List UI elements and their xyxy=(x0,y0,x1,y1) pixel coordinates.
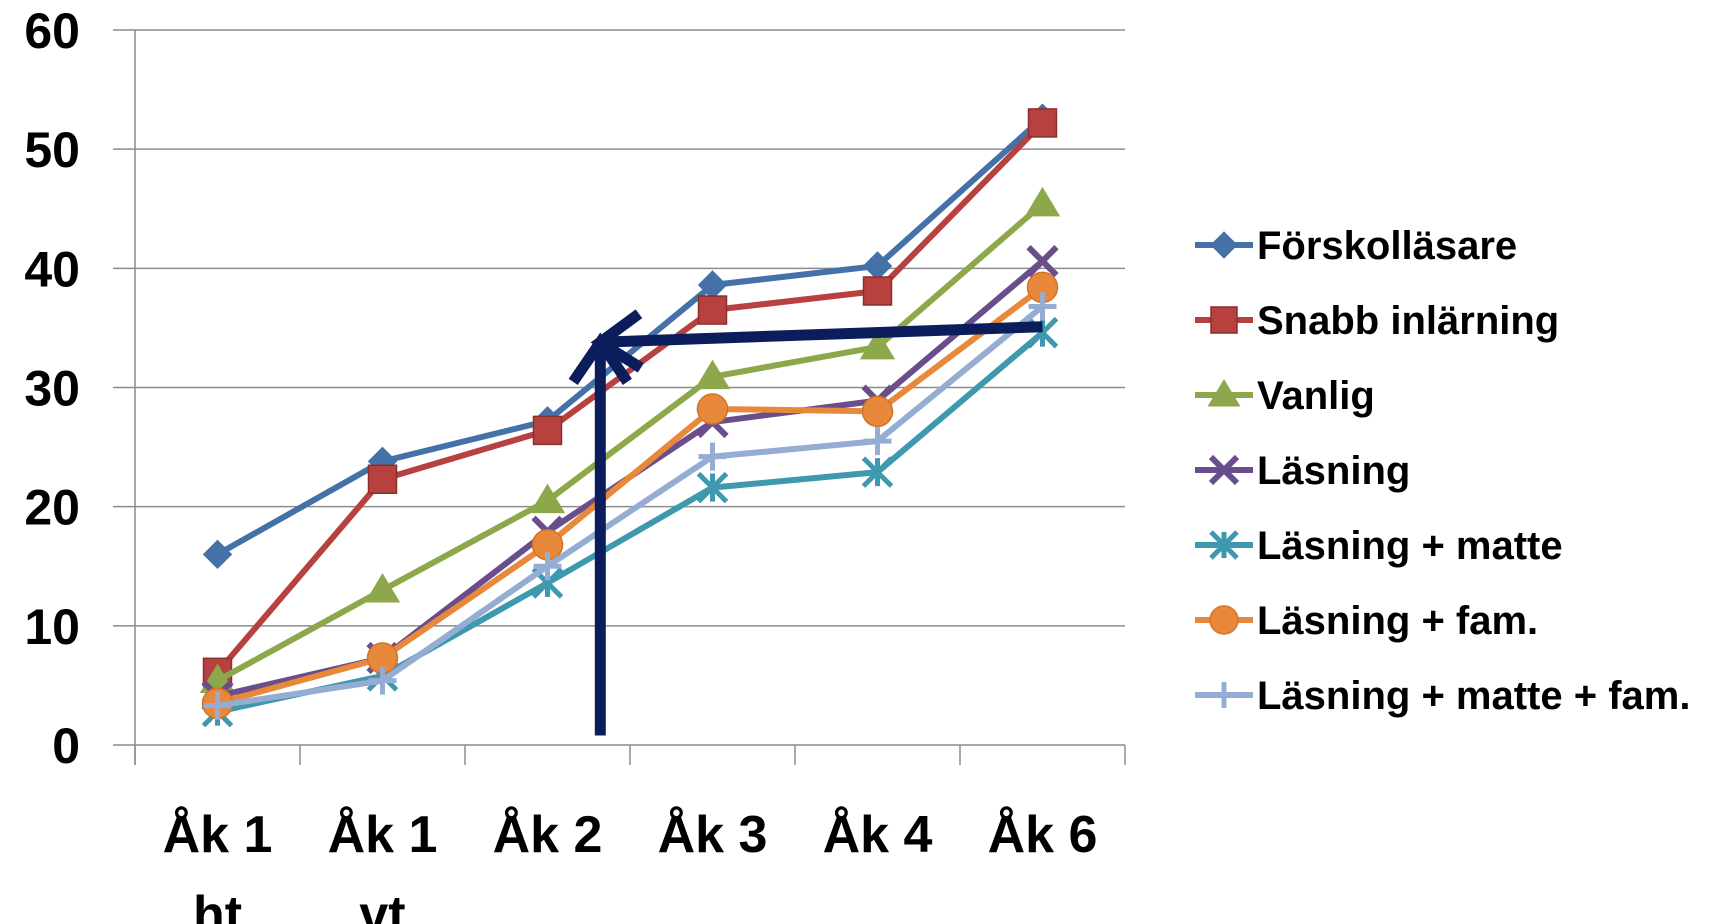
data-point xyxy=(1026,245,1059,278)
data-point xyxy=(529,483,566,514)
data-point xyxy=(863,427,892,456)
legend-entry: Läsning + fam. xyxy=(1195,599,1538,643)
legend-label: Vanlig xyxy=(1257,374,1375,418)
data-point xyxy=(1211,682,1237,708)
data-point xyxy=(861,456,894,488)
data-point xyxy=(1028,292,1057,321)
data-point xyxy=(859,329,896,360)
series-line xyxy=(216,115,1045,557)
legend-entry: Förskolläsare xyxy=(1195,224,1517,268)
x-tick-label: Åk 1 xyxy=(328,806,438,864)
x-tick-label: Åk 3 xyxy=(658,806,768,864)
x-tick-label: Åk 2 xyxy=(493,806,603,864)
data-point xyxy=(696,471,729,504)
data-point xyxy=(367,464,398,495)
data-point xyxy=(1027,108,1058,138)
y-tick-label: 20 xyxy=(24,480,80,536)
data-point xyxy=(203,691,232,720)
data-point xyxy=(364,573,401,603)
data-point xyxy=(202,539,233,570)
axes: 0 10 20 30 40 50 60 Åk 1 ht Åk 1 vt Åk 2 Åk 3 Åk 4 Åk … xyxy=(24,3,1126,924)
data-point xyxy=(532,415,563,446)
x-tick-label: vt xyxy=(359,886,405,924)
legend-entry: Snabb inlärning xyxy=(1195,299,1559,343)
data-point xyxy=(368,666,397,695)
legend-entry: Läsning xyxy=(1195,449,1410,493)
data-point xyxy=(1210,231,1238,259)
series-line xyxy=(217,304,1045,709)
legend-entry: Läsning + matte + fam. xyxy=(1195,674,1690,718)
y-tick-label: 60 xyxy=(24,3,80,59)
legend: Förskolläsare Snabb inlärning Vanlig Läsnin… xyxy=(1195,224,1690,718)
legend-label: Läsning + matte xyxy=(1257,524,1563,568)
legend-label: Läsning + fam. xyxy=(1257,599,1538,643)
x-tick-label: ht xyxy=(193,886,242,924)
x-tick-label: Åk 4 xyxy=(823,806,933,864)
legend-entry: Vanlig xyxy=(1195,374,1375,418)
y-tick-label: 50 xyxy=(24,122,80,178)
data-point xyxy=(1210,306,1238,334)
data-point xyxy=(1024,186,1061,217)
data-point xyxy=(698,442,727,471)
x-tick-label: Åk 6 xyxy=(988,806,1098,864)
data-point xyxy=(1209,605,1239,635)
annotation-arrow xyxy=(590,309,1043,373)
arrow-shaft xyxy=(600,321,1043,348)
data-point xyxy=(861,395,894,428)
data-point xyxy=(696,393,729,425)
series-line xyxy=(216,330,1045,715)
legend-label: Förskolläsare xyxy=(1257,224,1517,268)
series-line xyxy=(216,285,1045,707)
legend-entry: Läsning + matte xyxy=(1195,524,1563,568)
y-tick-label: 0 xyxy=(52,718,80,774)
series-7 xyxy=(203,292,1057,720)
x-tick-label: Åk 1 xyxy=(163,806,273,864)
legend-label: Snabb inlärning xyxy=(1257,299,1559,343)
y-tick-label: 40 xyxy=(24,241,80,297)
data-point xyxy=(694,359,731,390)
data-point xyxy=(697,295,728,325)
arrow-head xyxy=(590,309,644,373)
series-line xyxy=(215,120,1045,675)
series-6 xyxy=(201,271,1059,720)
data-point xyxy=(1209,530,1239,560)
data-point xyxy=(862,276,893,306)
y-tick-label: 30 xyxy=(24,361,80,417)
data-point xyxy=(533,552,562,581)
data-point xyxy=(1207,379,1241,407)
data-point xyxy=(1208,454,1240,486)
series-layer xyxy=(199,103,1061,728)
series-3 xyxy=(199,186,1061,694)
annotations xyxy=(568,309,1043,736)
legend-label: Läsning xyxy=(1257,449,1410,493)
series-line xyxy=(216,201,1045,684)
legend-label: Läsning + matte + fam. xyxy=(1257,674,1690,718)
y-tick-label: 10 xyxy=(24,599,80,655)
